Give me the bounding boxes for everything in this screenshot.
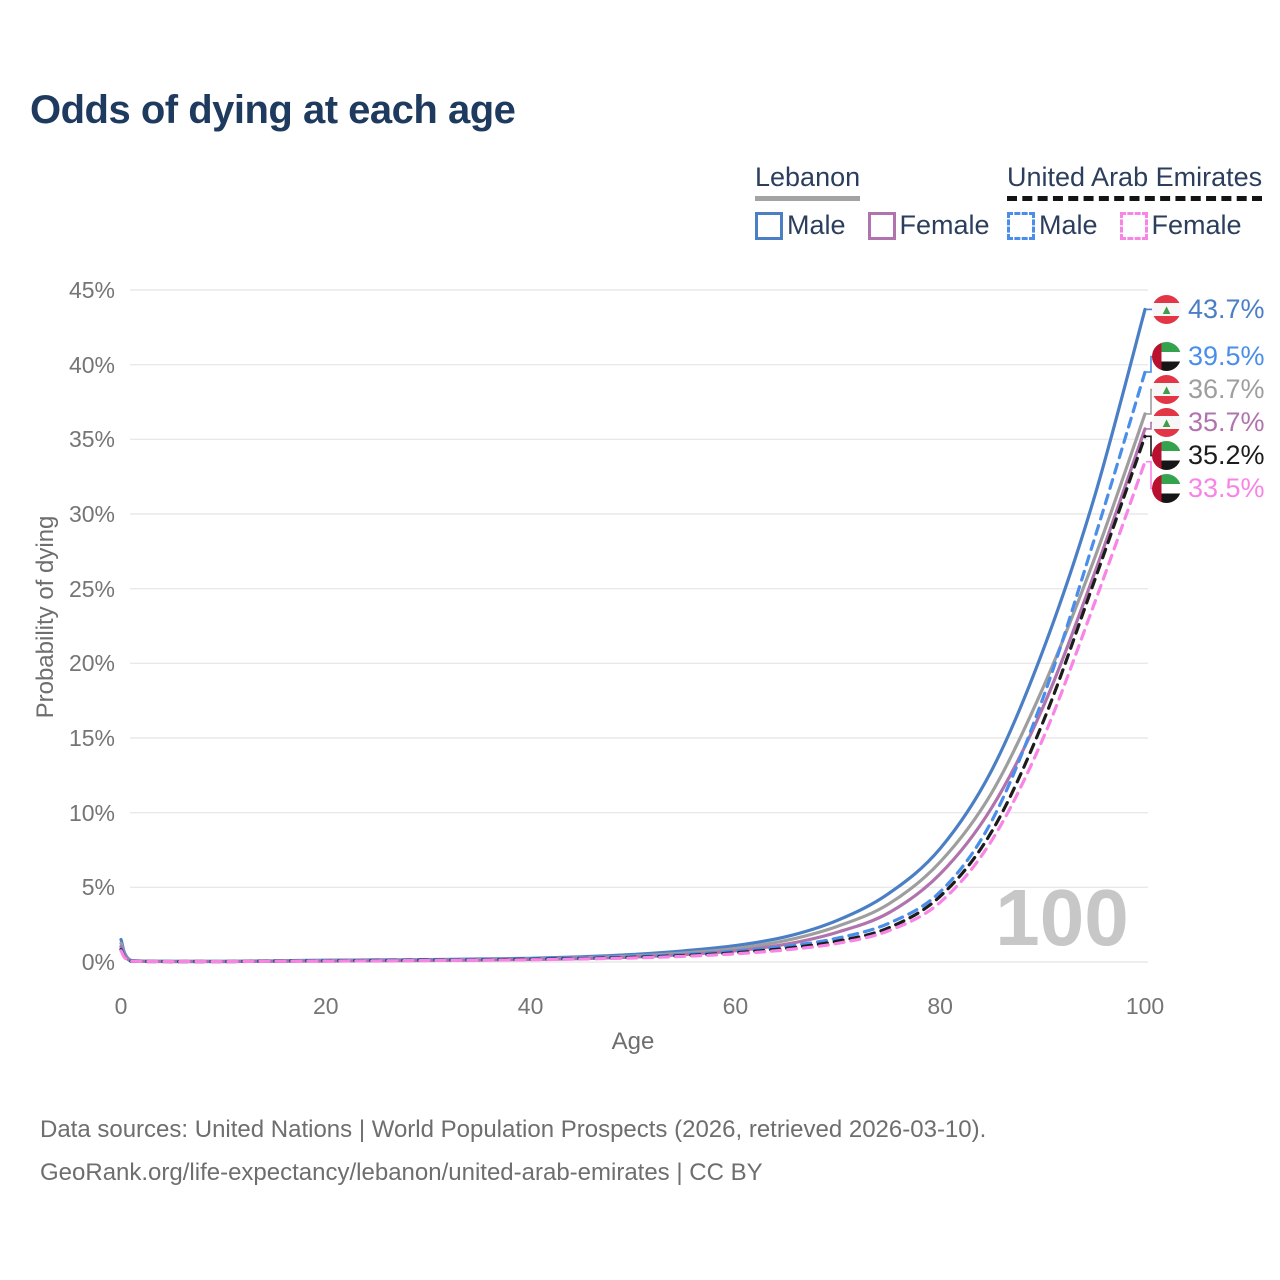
legend-header-uae: United Arab Emirates	[1007, 163, 1263, 201]
legend-group-lebanon: Lebanon Male Female	[755, 163, 990, 241]
y-tick-label: 45%	[68, 277, 115, 303]
legend: Lebanon Male Female United Arab Emirates…	[0, 163, 1280, 243]
uae-flag-icon	[1152, 441, 1181, 471]
end-label-value: 43.7%	[1188, 293, 1265, 324]
x-tick-label: 20	[313, 993, 339, 1019]
gridlines	[130, 289, 1148, 963]
x-tick-label: 0	[114, 993, 128, 1019]
footer-data-sources: Data sources: United Nations | World Pop…	[40, 1116, 987, 1143]
y-tick-label: 5%	[81, 874, 115, 901]
series-line-lebanon-both[interactable]	[119, 412, 1147, 964]
legend-item-label: Male	[787, 210, 846, 240]
series-lines	[119, 307, 1147, 964]
lebanon-flag-icon: ▲	[1152, 294, 1181, 324]
y-tick-label: 0%	[81, 949, 115, 975]
end-label-value: 35.7%	[1188, 407, 1265, 438]
cedar-icon: ▲	[1160, 415, 1173, 431]
lebanon-flag-icon: ▲	[1152, 408, 1181, 438]
x-tick-label: 80	[927, 993, 953, 1019]
series-line-uae-female[interactable]	[119, 460, 1147, 964]
series-line-lebanon-female[interactable]	[119, 427, 1147, 964]
end-label-uae-male: 39.5%	[1152, 341, 1265, 372]
legend-swatch-lebanon-female	[867, 211, 896, 240]
legend-item-uae-female[interactable]: Female	[1119, 210, 1242, 241]
end-label-lebanon-both: ▲ 36.7%	[1152, 374, 1265, 405]
series-line-uae-male[interactable]	[119, 370, 1147, 964]
y-tick-label: 10%	[68, 799, 115, 826]
cedar-icon: ▲	[1160, 382, 1173, 398]
series-line-uae-both[interactable]	[119, 434, 1147, 964]
y-tick-label: 25%	[68, 575, 115, 602]
x-tick-label: 60	[722, 993, 749, 1019]
page-title: Odds of dying at each age	[30, 88, 516, 132]
x-axis-title: Age	[611, 1028, 655, 1055]
end-label-value: 39.5%	[1188, 341, 1265, 372]
end-label-uae-female: 33.5%	[1152, 473, 1265, 504]
end-label-value: 36.7%	[1188, 374, 1265, 405]
end-label-lebanon-female: ▲ 35.7%	[1152, 407, 1265, 438]
footer: Data sources: United Nations | World Pop…	[40, 1108, 986, 1194]
legend-item-lebanon-male[interactable]: Male	[755, 210, 846, 241]
footer-attribution: GeoRank.org/life-expectancy/lebanon/unit…	[40, 1159, 763, 1186]
x-tick-label: 40	[517, 993, 544, 1019]
legend-item-label: Female	[1151, 210, 1242, 240]
y-tick-label: 30%	[68, 501, 115, 527]
legend-item-label: Female	[899, 210, 990, 240]
uae-flag-icon	[1152, 474, 1181, 504]
legend-item-lebanon-female[interactable]: Female	[867, 210, 990, 241]
end-label-uae-both: 35.2%	[1152, 440, 1265, 471]
end-label-value: 35.2%	[1188, 440, 1265, 471]
y-tick-label: 20%	[68, 650, 115, 677]
legend-header-lebanon: Lebanon	[755, 163, 861, 201]
legend-item-uae-male[interactable]: Male	[1007, 210, 1098, 241]
legend-group-uae: United Arab Emirates Male Female	[1007, 163, 1263, 241]
uae-flag-icon	[1152, 342, 1181, 372]
y-tick-label: 15%	[68, 725, 115, 751]
lebanon-flag-icon: ▲	[1152, 375, 1181, 405]
y-tick-label: 35%	[68, 426, 115, 453]
series-line-lebanon-male[interactable]	[119, 307, 1147, 963]
end-label-value: 33.5%	[1188, 473, 1265, 504]
age-watermark: 100	[995, 873, 1128, 962]
legend-swatch-uae-female	[1119, 211, 1148, 240]
legend-swatch-lebanon-male	[755, 211, 783, 240]
cedar-icon: ▲	[1160, 301, 1173, 317]
y-tick-label: 40%	[68, 351, 115, 378]
legend-item-label: Male	[1039, 210, 1098, 240]
legend-swatch-uae-male	[1007, 211, 1035, 240]
end-label-lebanon-male: ▲ 43.7%	[1152, 294, 1265, 324]
x-tick-label: 100	[1125, 993, 1165, 1019]
